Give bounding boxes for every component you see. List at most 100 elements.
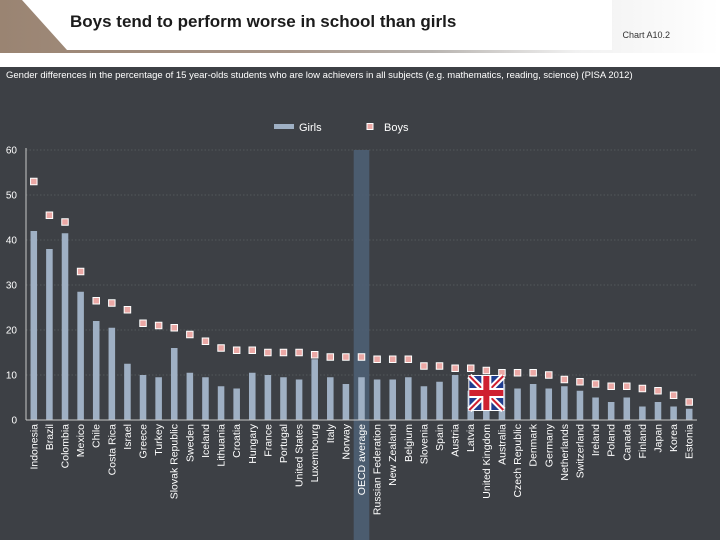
y-tick-label: 0 [11, 416, 17, 427]
boys-marker [685, 398, 693, 406]
category-label: Belgium [403, 424, 415, 462]
girls-bar [186, 372, 194, 420]
girls-bar [420, 386, 428, 420]
girls-bar [92, 321, 100, 420]
category-label: Italy [325, 423, 337, 443]
category-label: Israel [122, 424, 134, 450]
legend-girls-swatch [274, 124, 294, 129]
category-label: Chile [91, 424, 103, 448]
boys-marker [201, 337, 210, 345]
girls-bar [233, 388, 240, 420]
title-box [22, 0, 612, 50]
category-label: Finland [637, 424, 649, 459]
girls-bar [623, 397, 631, 420]
boys-marker [638, 384, 647, 393]
boys-marker [607, 382, 615, 390]
category-label: Sweden [184, 424, 196, 462]
girls-bar [514, 388, 521, 420]
category-label: Poland [606, 424, 618, 457]
category-label: Iceland [200, 424, 212, 458]
girls-bar [670, 406, 677, 420]
category-label: United Kingdom [481, 424, 493, 499]
category-label: Greece [138, 424, 150, 459]
category-label: Canada [621, 424, 633, 461]
boys-marker [295, 348, 303, 357]
girls-bar [280, 377, 287, 420]
boys-marker [513, 369, 522, 377]
category-label: Austria [450, 424, 462, 457]
category-label: Slovenia [418, 424, 430, 464]
boys-marker [420, 362, 428, 370]
girls-bar [389, 379, 396, 420]
boys-marker [435, 362, 444, 370]
page-title: Boys tend to perform worse in school tha… [70, 12, 457, 31]
girls-bar [217, 386, 225, 420]
y-tick-label: 30 [6, 281, 18, 292]
boys-marker [560, 375, 569, 384]
y-tick-label: 60 [6, 146, 18, 157]
boys-marker [217, 344, 225, 352]
y-tick-label: 40 [6, 236, 18, 247]
category-label: United States [294, 424, 306, 487]
boys-marker [654, 387, 662, 395]
boys-marker [170, 324, 178, 332]
boys-marker [576, 378, 584, 386]
girls-bar [592, 397, 599, 420]
boys-marker [451, 364, 459, 372]
boys-marker [466, 364, 475, 372]
y-tick-label: 20 [6, 326, 18, 337]
boys-marker [154, 321, 163, 330]
girls-bar [576, 390, 584, 420]
category-label: Hungary [247, 423, 259, 463]
category-label: Latvia [465, 424, 477, 452]
girls-bar [654, 402, 662, 420]
girls-bar [77, 291, 84, 420]
boys-marker [529, 369, 537, 377]
oecd-average-highlight [353, 150, 370, 540]
category-label: Croatia [231, 424, 243, 458]
girls-bar [295, 379, 303, 420]
category-label: Australia [496, 424, 508, 465]
category-label: Japan [652, 424, 664, 453]
girls-bar [108, 327, 116, 420]
boys-marker [669, 391, 678, 399]
boys-marker [232, 346, 241, 354]
category-label: Mexico [75, 424, 87, 457]
chart-legend: Girls Boys [274, 122, 409, 134]
boys-marker [310, 351, 319, 359]
category-label: Russian Federation [372, 424, 384, 515]
girls-bar [124, 363, 131, 420]
category-label: Netherlands [559, 424, 571, 481]
category-label: Spain [434, 424, 446, 451]
girls-bar [264, 375, 272, 420]
girls-bar [639, 406, 646, 420]
girls-bar [170, 348, 178, 420]
category-label: Czech Republic [512, 424, 524, 498]
y-tick-label: 10 [6, 371, 18, 382]
category-label: Colombia [60, 424, 72, 469]
boys-marker [248, 346, 257, 354]
girls-bar [685, 408, 693, 420]
girls-bar [139, 375, 147, 420]
girls-bar [373, 379, 381, 420]
category-label: Brazil [44, 424, 56, 450]
boys-marker [92, 297, 100, 305]
boys-marker [61, 218, 69, 226]
girls-bar [342, 384, 350, 420]
boys-marker [482, 366, 491, 375]
girls-bar [202, 377, 209, 420]
boys-marker [123, 306, 132, 314]
girls-bar [561, 386, 568, 420]
legend-boys-label: Boys [384, 122, 409, 134]
girls-bar [327, 377, 334, 420]
girls-bar [61, 233, 69, 420]
boys-marker [186, 330, 194, 339]
category-label: Turkey [153, 423, 165, 455]
category-label: Luxembourg [309, 424, 321, 483]
category-label: Ireland [590, 424, 602, 456]
boys-marker [404, 355, 413, 363]
girls-bar [311, 359, 318, 420]
boys-marker [342, 353, 350, 361]
chart-reference-label: Chart A10.2 [622, 30, 670, 40]
girls-bar [248, 372, 256, 420]
